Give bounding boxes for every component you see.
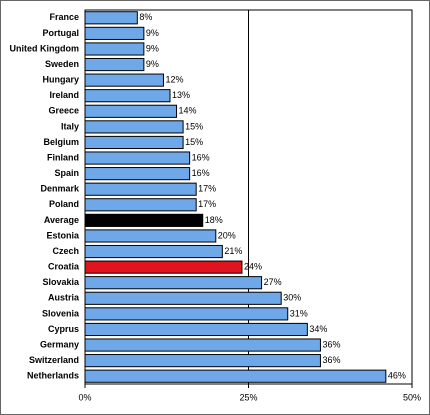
category-label: Switzerland <box>29 355 79 365</box>
value-label: 13% <box>172 90 190 100</box>
value-label: 18% <box>205 215 223 225</box>
category-label: United Kingdom <box>10 43 80 53</box>
category-label: Germany <box>40 339 79 349</box>
category-label: Cyprus <box>48 324 79 334</box>
x-tick-label: 25% <box>239 392 257 402</box>
bar <box>84 120 184 134</box>
value-label: 17% <box>198 199 216 209</box>
bar <box>84 354 321 368</box>
value-label: 20% <box>218 230 236 240</box>
value-label: 30% <box>283 293 301 303</box>
category-label: Finland <box>47 152 79 162</box>
value-label: 27% <box>264 277 282 287</box>
category-label: Greece <box>48 106 79 116</box>
value-label: 16% <box>192 168 210 178</box>
value-label: 15% <box>185 137 203 147</box>
x-tick-label: 50% <box>403 392 421 402</box>
bar <box>84 42 145 56</box>
bar <box>84 307 289 321</box>
bar <box>84 260 243 274</box>
category-label: Netherlands <box>27 371 79 381</box>
bar <box>84 369 387 383</box>
category-label: Sweden <box>45 59 79 69</box>
category-label: Italy <box>61 121 79 131</box>
category-label: Average <box>44 215 79 225</box>
category-label: Austria <box>48 293 80 303</box>
value-label: 17% <box>198 184 216 194</box>
value-label: 15% <box>185 121 203 131</box>
bar <box>84 26 145 40</box>
value-label: 8% <box>139 12 152 22</box>
bar <box>84 338 321 352</box>
value-label: 9% <box>146 43 159 53</box>
category-label: Czech <box>52 246 79 256</box>
bar <box>84 213 204 227</box>
value-label: 36% <box>322 355 340 365</box>
bar <box>84 244 223 259</box>
value-label: 9% <box>146 28 159 38</box>
value-label: 16% <box>192 152 210 162</box>
value-label: 21% <box>224 246 242 256</box>
bar <box>84 229 217 243</box>
bar <box>84 291 282 305</box>
value-label: 14% <box>179 106 197 116</box>
value-label: 36% <box>322 339 340 349</box>
value-label: 9% <box>146 59 159 69</box>
category-label: Spain <box>54 168 79 178</box>
category-label: Estonia <box>46 230 80 240</box>
value-label: 12% <box>165 75 183 85</box>
category-label: Denmark <box>40 184 80 194</box>
value-label: 31% <box>290 308 308 318</box>
value-label: 24% <box>244 262 262 272</box>
value-label: 34% <box>309 324 327 334</box>
category-label: Slovenia <box>42 308 80 318</box>
bar <box>84 151 191 165</box>
bar <box>84 135 184 150</box>
value-label: 46% <box>388 371 406 381</box>
bar <box>84 198 197 212</box>
category-label: Poland <box>49 199 79 209</box>
bar <box>84 182 197 196</box>
bar <box>84 322 308 337</box>
category-label: Croatia <box>48 262 80 272</box>
bar <box>84 73 164 87</box>
category-label: Belgium <box>43 137 79 147</box>
bar <box>84 104 178 118</box>
bar <box>84 11 138 25</box>
bar <box>84 276 263 290</box>
category-label: Slovakia <box>42 277 80 287</box>
category-label: Ireland <box>49 90 79 100</box>
bar <box>84 89 171 103</box>
category-label: Portugal <box>42 28 79 38</box>
category-label: France <box>49 12 79 22</box>
bar <box>84 167 191 181</box>
bar <box>84 57 145 72</box>
x-tick-label: 0% <box>78 392 91 402</box>
category-label: Hungary <box>42 75 79 85</box>
